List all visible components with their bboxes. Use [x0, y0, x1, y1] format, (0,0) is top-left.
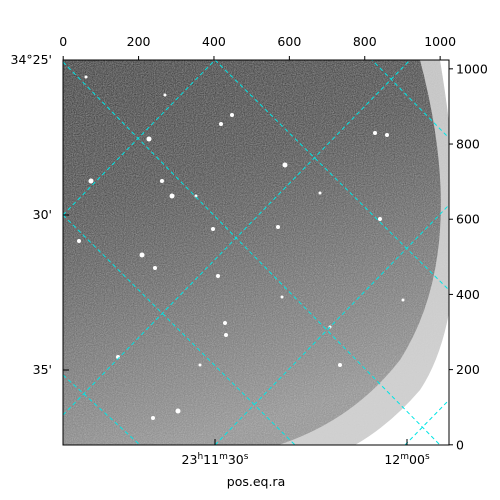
y-tick-label: 800 — [456, 137, 480, 152]
plot-frame — [62, 59, 450, 446]
y-tick-label: 0 — [456, 437, 464, 452]
y-tick-label: 400 — [456, 287, 480, 302]
ra-tick-label: 12m00s — [384, 452, 430, 467]
y-tick-label: 1000 — [456, 61, 488, 76]
x-tick-label: 200 — [127, 34, 151, 49]
ra-tick-label: 23h11m30s — [182, 452, 249, 467]
y-tick-label: 200 — [456, 362, 480, 377]
world-ticks — [63, 59, 408, 445]
x-tick-label: 400 — [202, 34, 226, 49]
dec-tick-label: 35' — [33, 362, 52, 377]
x-tick-label: 1000 — [424, 34, 456, 49]
coordinate-grid — [63, 60, 449, 445]
sky-image — [63, 60, 449, 445]
dec-tick-label: 34°25' — [11, 52, 53, 67]
x-tick-label: 600 — [277, 34, 301, 49]
y-tick-label: 600 — [456, 212, 480, 227]
dec-tick-label: 30' — [33, 207, 52, 222]
x-axis-label: pos.eq.ra — [227, 474, 285, 489]
x-tick-label: 0 — [59, 34, 67, 49]
x-tick-label: 800 — [353, 34, 377, 49]
